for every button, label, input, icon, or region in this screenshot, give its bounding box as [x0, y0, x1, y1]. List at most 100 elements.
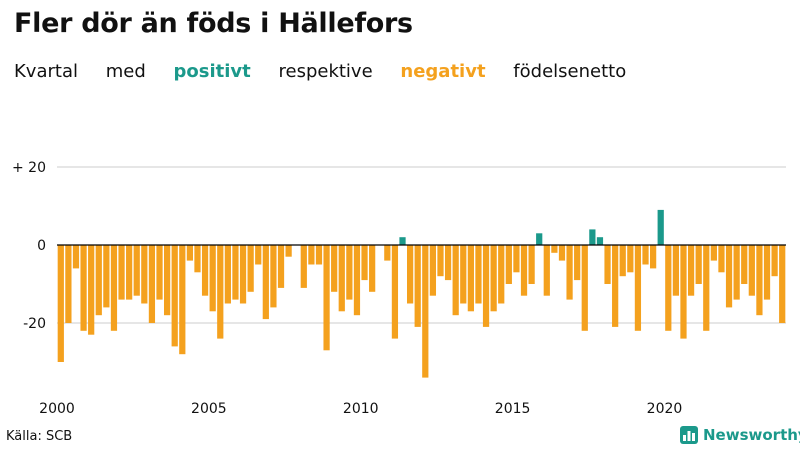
bar: [566, 245, 573, 300]
bar: [338, 245, 345, 312]
bar: [634, 245, 642, 331]
bar: [164, 245, 171, 316]
bar: [407, 245, 414, 304]
brand-logo: Newsworthy: [680, 426, 800, 444]
bar: [194, 245, 201, 273]
bar: [308, 245, 315, 265]
grid-layer: [57, 166, 786, 324]
bar: [551, 245, 558, 253]
bar: [369, 245, 376, 292]
bar: [232, 245, 239, 300]
x-tick-label: 2015: [495, 401, 531, 417]
bar: [505, 245, 512, 284]
y-tick-label: + 20: [12, 160, 46, 176]
chart-title: Fler dör än föds i Hällefors: [14, 8, 413, 39]
bar: [422, 245, 429, 378]
bar: [574, 245, 581, 281]
bar: [604, 245, 611, 284]
bar: [88, 245, 95, 335]
chart-subtitle: Kvartal med positivt respektive negativt…: [14, 61, 648, 82]
bar: [255, 245, 262, 265]
bar: [528, 245, 535, 284]
bar: [657, 209, 664, 245]
bar: [156, 245, 163, 300]
bar: [619, 245, 626, 277]
bar: [361, 245, 368, 281]
bar: [650, 245, 657, 269]
bar: [277, 245, 285, 288]
bar: [72, 245, 80, 269]
bar: [672, 245, 680, 296]
bar: [118, 245, 125, 300]
newsworthy-logo-icon: [680, 426, 698, 444]
source-label: Källa: SCB: [6, 429, 73, 444]
bar: [748, 245, 755, 296]
bar: [763, 245, 771, 300]
subtitle-positive-label: positivt: [173, 61, 251, 82]
bar: [224, 245, 231, 304]
bar: [695, 245, 702, 284]
bar: [581, 245, 588, 331]
bar: [482, 245, 490, 327]
x-tick-label: 2000: [39, 401, 75, 417]
bar: [475, 245, 482, 304]
axis-layer: + 20 0 -20 2000 2005 2010 2015 2020: [12, 160, 786, 417]
bar: [346, 245, 353, 300]
bar: [498, 245, 505, 304]
bar: [80, 245, 87, 331]
bar: [710, 245, 717, 261]
x-tick-label: 2010: [343, 401, 379, 417]
bar: [589, 229, 596, 245]
bar: [779, 245, 786, 323]
bar: [771, 245, 778, 277]
bar: [490, 245, 497, 312]
subtitle-text-respektive: respektive: [278, 61, 373, 82]
bar: [756, 245, 763, 316]
bar: [536, 233, 543, 245]
bar: [179, 245, 186, 355]
y-tick-label: 0: [37, 238, 46, 254]
bar: [186, 245, 194, 261]
bar: [209, 245, 216, 312]
bar: [703, 245, 710, 331]
bar: [95, 245, 102, 316]
bar: [141, 245, 148, 304]
bar: [612, 245, 619, 327]
bar: [247, 245, 254, 292]
bar: [627, 245, 634, 273]
bar: [384, 245, 391, 261]
bar: [437, 245, 444, 277]
bar: [741, 245, 748, 284]
bar: [239, 245, 247, 304]
bar: [171, 245, 178, 347]
bar: [323, 245, 330, 351]
bar: [262, 245, 269, 320]
bar: [126, 245, 133, 300]
x-tick-label: 2005: [191, 401, 227, 417]
bar: [148, 245, 156, 323]
bar: [57, 245, 64, 362]
brand-name: Newsworthy: [703, 426, 800, 444]
bar: [133, 245, 140, 296]
bar: [217, 245, 224, 339]
bar: [452, 245, 459, 316]
bar: [733, 245, 740, 300]
bar: [270, 245, 277, 308]
subtitle-negative-label: negativt: [400, 61, 486, 82]
bar: [718, 245, 725, 273]
bar: [429, 245, 437, 296]
bar: [391, 245, 399, 339]
bar: [642, 245, 649, 265]
bar: [201, 245, 209, 296]
bar: [315, 245, 323, 265]
bar: [460, 245, 467, 304]
bar: [353, 245, 361, 316]
bar: [596, 237, 604, 245]
bar: [285, 245, 292, 257]
bar: [558, 245, 566, 261]
bar: [331, 245, 338, 292]
bar: [414, 245, 421, 327]
bar: [513, 245, 520, 273]
bar: [65, 245, 72, 323]
